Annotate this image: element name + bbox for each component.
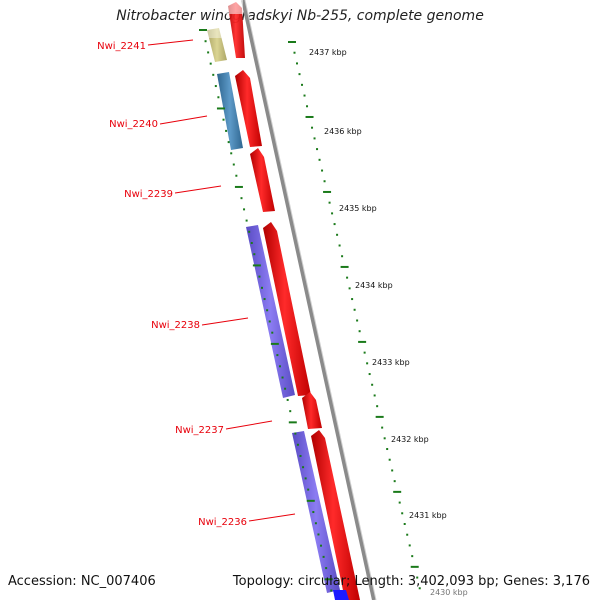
leader-line	[159, 115, 208, 125]
leader-line	[147, 39, 194, 46]
kbp-label: 2436 kbp	[324, 127, 362, 136]
cds-nwi-2236[interactable]	[311, 430, 360, 600]
cds-nwi-2241[interactable]	[228, 2, 245, 58]
cog-track	[205, 26, 349, 600]
genome-backbone-highlight	[244, 0, 377, 600]
cds-nwi-2239[interactable]	[250, 148, 275, 212]
cog-nwi-2236[interactable]	[292, 431, 340, 593]
cds-nwi-2238[interactable]	[263, 222, 311, 396]
gene-label-nwi-2240[interactable]: Nwi_2240	[109, 119, 158, 130]
cog-nwi-2240[interactable]	[217, 72, 243, 150]
genome-backbone	[241, 0, 376, 600]
gene-labels: Nwi_2241 Nwi_2240 Nwi_2239 Nwi_2238 Nwi_…	[97, 39, 296, 528]
gene-label-nwi-2238[interactable]: Nwi_2238	[151, 320, 200, 331]
cds-nwi-2237[interactable]	[302, 392, 322, 429]
cds-nwi-2240[interactable]	[235, 70, 262, 147]
kbp-label: 2430 kbp	[430, 588, 468, 597]
map-title: Nitrobacter winogradskyi Nb-255, complet…	[116, 8, 484, 24]
cog-nwi-2238[interactable]	[246, 225, 295, 398]
gene-label-nwi-2241[interactable]: Nwi_2241	[97, 41, 146, 52]
cog-blue-partial	[333, 590, 349, 600]
leader-line	[225, 420, 273, 430]
kbp-label: 2435 kbp	[339, 204, 377, 213]
gene-label-nwi-2237[interactable]: Nwi_2237	[175, 425, 224, 436]
outer-tick-scale	[288, 41, 421, 590]
kbp-label: 2433 kbp	[372, 358, 410, 367]
accession-text: Accession: NC_007406	[8, 574, 156, 589]
leader-line	[174, 185, 222, 194]
inner-tick-scale	[199, 29, 333, 592]
cog-nwi-2241-fade	[205, 26, 229, 38]
gene-label-nwi-2239[interactable]: Nwi_2239	[124, 189, 173, 200]
cog-nwi-2241[interactable]	[207, 28, 227, 62]
cds-nwi-2241-fade	[225, 0, 243, 14]
kbp-labels: 2437 kbp 2436 kbp 2435 kbp 2434 kbp 2433…	[309, 48, 468, 597]
gene-label-nwi-2236[interactable]: Nwi_2236	[198, 517, 247, 528]
genome-summary-text: Topology: circular; Length: 3,402,093 bp…	[232, 574, 590, 589]
leader-line	[248, 513, 296, 522]
leader-line	[201, 317, 249, 326]
kbp-label: 2437 kbp	[309, 48, 347, 57]
kbp-label: 2432 kbp	[391, 435, 429, 444]
kbp-label: 2434 kbp	[355, 281, 393, 290]
cds-track	[225, 0, 360, 600]
kbp-label: 2431 kbp	[409, 511, 447, 520]
